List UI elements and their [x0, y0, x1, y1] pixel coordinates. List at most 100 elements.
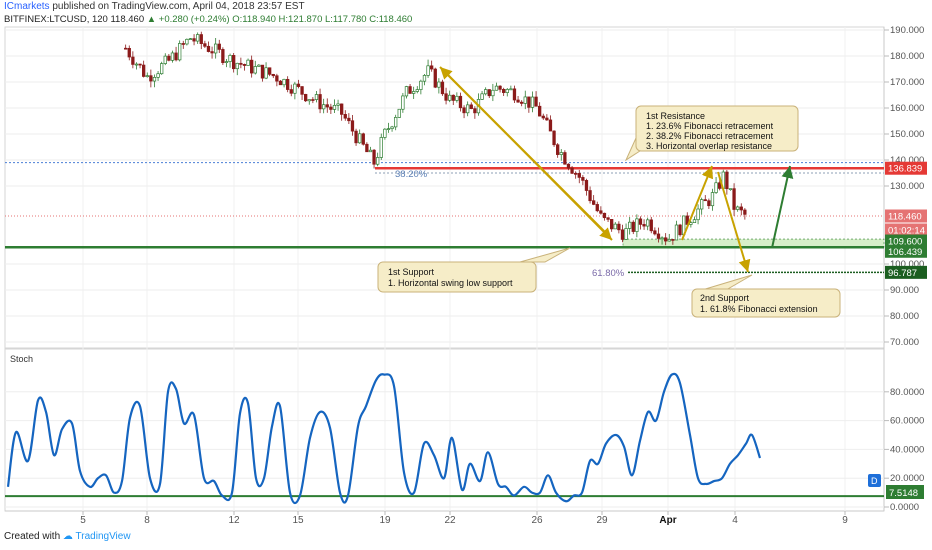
last-price: 118.460	[110, 14, 145, 25]
candle-body	[570, 167, 574, 174]
support2-callout[interactable]: 2nd Support 1. 61.8% Fibonacci extension	[691, 274, 841, 318]
candle-body	[224, 61, 229, 63]
resistance-line-1: 1. 23.6% Fibonacci retracement	[646, 121, 774, 131]
candle-body	[221, 49, 225, 63]
candle-body	[358, 133, 362, 144]
stoch-tick-label: 80.0000	[890, 387, 924, 398]
candle-body	[631, 221, 635, 232]
candle-body	[354, 130, 358, 144]
resistance-callout[interactable]: 1st Resistance 1. 23.6% Fibonacci retrac…	[624, 105, 799, 162]
candle-body	[278, 80, 283, 86]
candle-body	[530, 96, 535, 108]
candle-body	[264, 67, 268, 79]
candle-body	[613, 223, 617, 230]
stoch-pane[interactable]	[4, 348, 885, 512]
candle-body	[419, 80, 423, 90]
candle-body	[628, 221, 632, 229]
candle-body	[595, 204, 599, 212]
candle-body	[574, 172, 578, 175]
price-label-text: 109.600	[888, 237, 922, 248]
tradingview-brand[interactable]: TradingView	[75, 531, 131, 542]
candle-body	[466, 104, 470, 114]
candle-body	[365, 143, 369, 153]
candle-body	[192, 38, 196, 42]
candle-body	[635, 218, 639, 232]
symbol-info: BITFINEX:LTCUSD, 120 118.460 ▲ +0.280 (+…	[4, 14, 412, 25]
candle-body	[131, 56, 135, 65]
price-tick-label: 90.000	[890, 285, 919, 296]
candle-body	[703, 199, 707, 202]
candle-body	[188, 38, 193, 40]
candle-body	[480, 93, 484, 100]
support1-line-1: 1. Horizontal swing low support	[388, 278, 513, 288]
candle-body	[739, 206, 743, 211]
candle-body	[138, 63, 142, 66]
candle-body	[516, 99, 520, 103]
price-label-box	[885, 161, 927, 175]
fib-arrows	[439, 66, 794, 273]
fib-61-label: 61.80%	[592, 268, 625, 279]
candle-body	[206, 45, 211, 52]
stoch-value-text: 7.5148	[889, 488, 918, 499]
candle-body	[577, 173, 581, 178]
candle-body	[588, 190, 592, 202]
candle-body	[239, 62, 243, 65]
candle-body	[386, 128, 391, 130]
time-axis-ticks: 5 8 12 15 19 22 26 29 Apr 4 9	[80, 511, 848, 526]
price-label-box	[885, 223, 927, 237]
price-label-box	[885, 244, 927, 258]
candle-body	[167, 55, 171, 61]
symbol-name[interactable]: BITFINEX:LTCUSD, 120	[4, 14, 108, 25]
candle-body	[329, 106, 333, 110]
candle-body	[426, 65, 430, 76]
candle-body	[246, 59, 250, 66]
time-tick-label: 26	[531, 515, 543, 526]
candle-body	[484, 89, 488, 95]
candle-body	[134, 63, 139, 66]
time-tick-label: Apr	[659, 515, 676, 526]
ohlc-values: O:118.940 H:121.870 L:117.780 C:118.460	[232, 14, 413, 25]
candle-body	[444, 93, 448, 101]
stoch-d-badge[interactable]: D	[868, 474, 881, 487]
time-tick-label: 22	[444, 515, 456, 526]
candle-body	[552, 130, 556, 146]
candle-body	[422, 75, 427, 82]
publish-info: ICmarkets published on TradingView.com, …	[4, 1, 305, 12]
candle-body	[289, 89, 293, 94]
candle-body	[437, 81, 441, 88]
time-tick-label: 19	[379, 515, 391, 526]
candle-body	[325, 104, 329, 108]
support2-line-1: 1. 61.8% Fibonacci extension	[700, 304, 818, 314]
candle-body	[649, 219, 653, 232]
candle-body	[728, 188, 733, 191]
candle-body	[311, 99, 315, 101]
candle-body	[458, 95, 463, 109]
candle-body	[700, 199, 704, 210]
candle-body	[646, 219, 650, 227]
candle-body	[527, 96, 531, 108]
candle-body	[361, 133, 365, 145]
candle-body	[178, 43, 182, 61]
support1-callout[interactable]: 1st Support 1. Horizontal swing low supp…	[377, 247, 571, 293]
candle-body	[674, 224, 679, 241]
publisher-name[interactable]: ICmarkets	[4, 1, 50, 12]
candle-body	[563, 152, 567, 165]
candle-body	[145, 75, 149, 78]
price-label-box	[885, 209, 927, 223]
fib-arrow-up-1	[439, 66, 611, 238]
candle-body	[494, 85, 499, 91]
candle-body	[538, 105, 542, 117]
stoch-series	[6, 372, 762, 505]
candle-body	[696, 208, 700, 221]
time-tick-label: 9	[842, 515, 848, 526]
candle-body	[692, 219, 697, 223]
candle-body	[286, 78, 290, 90]
price-label-box	[885, 265, 927, 279]
candle-body	[314, 94, 319, 100]
price-tick-label: 100.000	[890, 259, 924, 270]
candle-body	[376, 157, 380, 165]
stoch-tick-label: 60.0000	[890, 416, 924, 427]
candle-body	[257, 64, 261, 67]
candle-body	[451, 94, 455, 101]
